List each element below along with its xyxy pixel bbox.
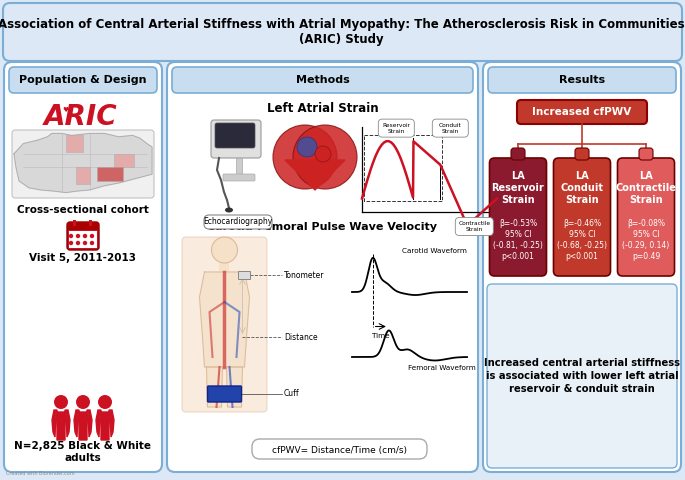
FancyBboxPatch shape <box>215 123 255 148</box>
Text: ARIC: ARIC <box>45 103 118 131</box>
Circle shape <box>297 137 317 157</box>
Circle shape <box>90 241 93 244</box>
Text: Increased cfPWV: Increased cfPWV <box>532 107 632 117</box>
Polygon shape <box>74 410 92 440</box>
FancyBboxPatch shape <box>219 262 229 272</box>
Text: Carotid Waveform: Carotid Waveform <box>402 248 467 254</box>
FancyBboxPatch shape <box>9 67 157 93</box>
FancyBboxPatch shape <box>639 148 653 160</box>
FancyBboxPatch shape <box>69 231 97 248</box>
FancyBboxPatch shape <box>487 284 677 468</box>
FancyBboxPatch shape <box>223 174 255 181</box>
Circle shape <box>90 235 93 238</box>
Bar <box>90 220 92 226</box>
Bar <box>73 220 77 226</box>
FancyBboxPatch shape <box>114 154 134 168</box>
FancyBboxPatch shape <box>575 148 589 160</box>
FancyBboxPatch shape <box>208 386 242 402</box>
FancyBboxPatch shape <box>617 158 675 276</box>
FancyBboxPatch shape <box>167 62 478 472</box>
FancyBboxPatch shape <box>236 158 242 178</box>
Text: N=2,825 Black & White
adults: N=2,825 Black & White adults <box>14 441 151 463</box>
FancyBboxPatch shape <box>4 62 162 472</box>
Text: Visit 5, 2011-2013: Visit 5, 2011-2013 <box>29 253 136 263</box>
FancyBboxPatch shape <box>252 439 427 459</box>
FancyBboxPatch shape <box>553 158 610 276</box>
Text: Results: Results <box>559 75 605 85</box>
Circle shape <box>77 241 79 244</box>
FancyBboxPatch shape <box>172 67 473 93</box>
FancyBboxPatch shape <box>76 168 90 184</box>
Text: Femoral Waveform: Femoral Waveform <box>408 365 475 371</box>
Circle shape <box>76 395 90 409</box>
Text: Methods: Methods <box>296 75 349 85</box>
Text: β=-0.46%
95% CI
(-0.68, -0.25)
p<0.001: β=-0.46% 95% CI (-0.68, -0.25) p<0.001 <box>557 219 607 261</box>
Circle shape <box>54 395 68 409</box>
Bar <box>238 271 251 279</box>
Text: Contractile
Strain: Contractile Strain <box>458 221 490 232</box>
Polygon shape <box>285 160 345 190</box>
FancyBboxPatch shape <box>517 100 647 124</box>
Text: Cross-sectional cohort: Cross-sectional cohort <box>17 205 149 215</box>
Text: cfPWV= Distance/Time (cm/s): cfPWV= Distance/Time (cm/s) <box>272 445 407 455</box>
Text: ♥: ♥ <box>63 107 69 113</box>
Text: Time: Time <box>372 333 390 338</box>
Text: β=-0.53%
95% CI
(-0.81, -0.25)
p<0.001: β=-0.53% 95% CI (-0.81, -0.25) p<0.001 <box>493 219 543 261</box>
FancyBboxPatch shape <box>204 215 272 229</box>
Polygon shape <box>199 272 249 367</box>
FancyBboxPatch shape <box>211 120 261 158</box>
Circle shape <box>293 125 357 189</box>
Text: LA
Conduit
Strain: LA Conduit Strain <box>560 170 603 205</box>
Circle shape <box>98 395 112 409</box>
FancyBboxPatch shape <box>66 135 83 153</box>
Ellipse shape <box>225 207 233 213</box>
Text: Association of Central Arterial Stiffness with Atrial Myopathy: The Atherosclero: Association of Central Arterial Stiffnes… <box>0 18 685 46</box>
FancyBboxPatch shape <box>3 3 682 61</box>
FancyBboxPatch shape <box>67 222 99 230</box>
Text: Echocardiography: Echocardiography <box>203 217 273 227</box>
Text: Distance: Distance <box>284 333 318 341</box>
Circle shape <box>77 235 79 238</box>
Text: Tonometer: Tonometer <box>284 271 325 279</box>
FancyBboxPatch shape <box>490 158 547 276</box>
FancyBboxPatch shape <box>378 119 414 137</box>
Polygon shape <box>206 367 223 407</box>
Circle shape <box>273 125 337 189</box>
FancyBboxPatch shape <box>456 217 493 236</box>
Text: Increased central arterial stiffness
is associated with lower left atrial
reserv: Increased central arterial stiffness is … <box>484 358 680 394</box>
Text: β=-0.08%
95% CI
(-0.29, 0.14)
p=0.49: β=-0.08% 95% CI (-0.29, 0.14) p=0.49 <box>623 219 670 261</box>
Circle shape <box>315 146 331 162</box>
Text: Reservoir
Strain: Reservoir Strain <box>382 123 410 133</box>
Circle shape <box>84 235 86 238</box>
FancyBboxPatch shape <box>182 237 267 412</box>
Circle shape <box>69 241 73 244</box>
Text: Created with Biorender.com: Created with Biorender.com <box>6 471 75 476</box>
FancyBboxPatch shape <box>12 130 154 198</box>
Text: Carotid-Femoral Pulse Wave Velocity: Carotid-Femoral Pulse Wave Velocity <box>208 222 438 232</box>
Polygon shape <box>14 133 152 192</box>
Text: Population & Design: Population & Design <box>19 75 147 85</box>
Text: Left Atrial Strain: Left Atrial Strain <box>266 101 378 115</box>
FancyBboxPatch shape <box>483 62 681 472</box>
FancyBboxPatch shape <box>511 148 525 160</box>
Circle shape <box>69 235 73 238</box>
Polygon shape <box>52 410 70 440</box>
Text: LA
Contractile
Strain: LA Contractile Strain <box>616 170 676 205</box>
Text: Cuff: Cuff <box>284 389 299 398</box>
Text: Conduit
Strain: Conduit Strain <box>439 123 462 133</box>
Circle shape <box>212 237 238 263</box>
FancyBboxPatch shape <box>432 119 469 137</box>
Circle shape <box>84 241 86 244</box>
Polygon shape <box>96 410 114 440</box>
Text: LA
Reservoir
Strain: LA Reservoir Strain <box>492 170 545 205</box>
Polygon shape <box>227 367 242 407</box>
FancyBboxPatch shape <box>488 67 676 93</box>
FancyBboxPatch shape <box>67 222 99 250</box>
FancyBboxPatch shape <box>97 168 123 181</box>
